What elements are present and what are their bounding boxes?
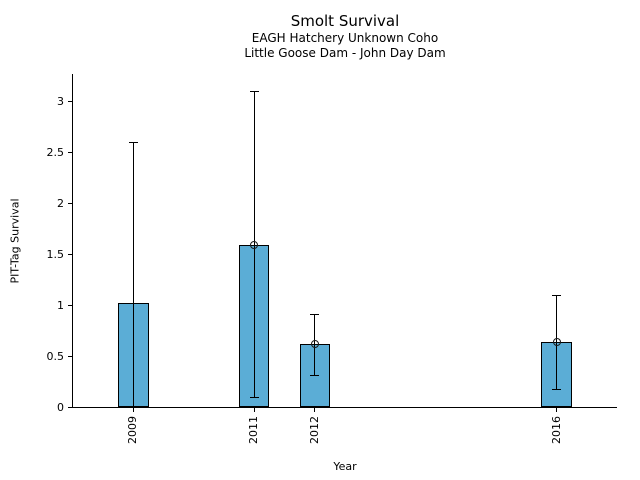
y-tick-label: 0: [57, 401, 64, 414]
y-tick: [68, 100, 72, 102]
y-tick-label: 0.5: [46, 349, 65, 363]
x-tick: [132, 408, 134, 412]
error-bar-cap-high-2009: [128, 142, 138, 144]
chart-subtitle-line1: EAGH Hatchery Unknown Coho: [251, 31, 439, 45]
x-tick: [253, 408, 255, 412]
x-axis-label: Year: [333, 460, 357, 473]
y-tick: [68, 407, 72, 408]
x-axis-spine: [72, 407, 617, 408]
x-tick-label: 2011: [247, 416, 261, 444]
point-marker-2011: [250, 240, 259, 249]
error-bar-cap-high-2011: [249, 91, 259, 93]
y-tick: [68, 151, 72, 153]
y-tick-label: 2.5: [46, 145, 65, 159]
y-tick-label: 1.5: [46, 247, 65, 261]
point-marker-2016: [552, 337, 561, 346]
error-bar-cap-low-2012: [310, 375, 320, 377]
chart-subtitle-line2: Little Goose Dam - John Day Dam: [244, 46, 446, 60]
error-bar-cap-high-2016: [552, 294, 562, 296]
y-tick: [68, 253, 72, 255]
chart-title: Smolt Survival: [290, 12, 400, 30]
y-tick: [68, 202, 72, 204]
x-tick: [314, 408, 316, 412]
error-bar-cap-high-2012: [310, 314, 320, 316]
y-axis-spine: [72, 74, 73, 408]
x-tick-label: 2012: [307, 416, 321, 444]
y-tick: [68, 304, 72, 306]
y-tick: [68, 355, 72, 357]
y-tick-label: 1: [57, 298, 64, 312]
y-tick-label: 3: [57, 94, 64, 108]
x-tick-label: 2009: [126, 416, 140, 444]
y-tick-label: 2: [57, 196, 64, 210]
error-bar-cap-low-2016: [552, 388, 562, 390]
point-marker-2012: [310, 339, 319, 348]
error-bar-line-2009: [132, 142, 134, 408]
x-tick: [556, 408, 558, 412]
x-tick-label: 2016: [549, 416, 563, 444]
error-bar-cap-low-2011: [249, 396, 259, 398]
